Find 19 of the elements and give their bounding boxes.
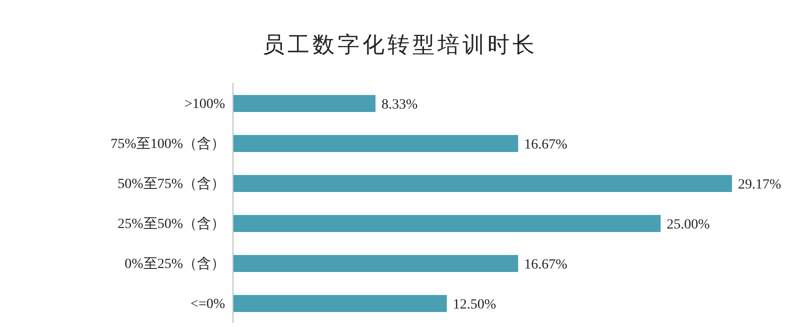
data-label: 12.50% [452, 298, 496, 312]
y-tick-label: 50%至75%（含） [118, 176, 225, 192]
bar [233, 135, 518, 152]
bar [233, 95, 376, 112]
data-label: 8.33% [382, 98, 418, 112]
y-tick-label: 0%至25%（含） [124, 256, 225, 272]
data-label: 29.17% [738, 178, 782, 192]
chart-title: 员工数字化转型培训时长 [262, 31, 538, 59]
data-label: 16.67% [524, 258, 568, 272]
bar [233, 255, 518, 272]
y-tick-label: 25%至50%（含） [118, 216, 225, 232]
bar [233, 295, 447, 312]
y-tick-label: 75%至100%（含） [110, 136, 225, 152]
y-tick-label: <=0% [190, 296, 226, 312]
bar [233, 175, 732, 192]
data-label: 16.67% [524, 138, 568, 152]
data-label: 25.00% [666, 218, 710, 232]
y-tick-label: >100% [184, 96, 226, 112]
bar [233, 215, 661, 232]
